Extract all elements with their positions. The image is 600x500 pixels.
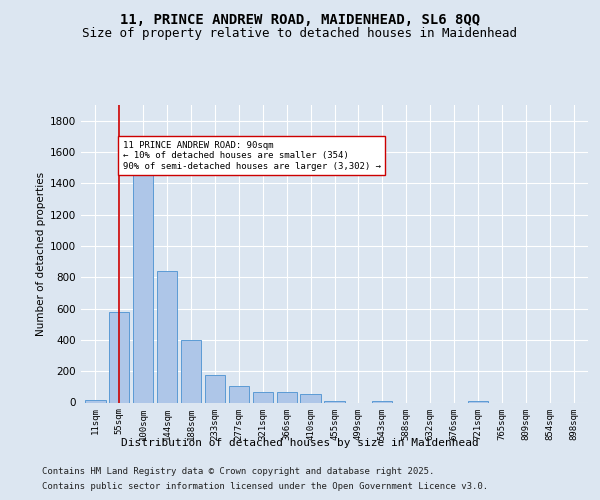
Bar bbox=[325, 401, 344, 402]
Bar bbox=[277, 392, 297, 402]
Text: Contains public sector information licensed under the Open Government Licence v3: Contains public sector information licen… bbox=[42, 482, 488, 491]
Bar bbox=[229, 386, 249, 402]
Text: Contains HM Land Registry data © Crown copyright and database right 2025.: Contains HM Land Registry data © Crown c… bbox=[42, 467, 434, 476]
Text: Distribution of detached houses by size in Maidenhead: Distribution of detached houses by size … bbox=[121, 438, 479, 448]
Bar bbox=[133, 169, 154, 402]
Bar bbox=[85, 400, 106, 402]
Text: 11, PRINCE ANDREW ROAD, MAIDENHEAD, SL6 8QQ: 11, PRINCE ANDREW ROAD, MAIDENHEAD, SL6 … bbox=[120, 12, 480, 26]
Bar bbox=[468, 401, 488, 402]
Y-axis label: Number of detached properties: Number of detached properties bbox=[36, 172, 46, 336]
Bar bbox=[109, 312, 130, 402]
Text: Size of property relative to detached houses in Maidenhead: Size of property relative to detached ho… bbox=[83, 28, 517, 40]
Bar bbox=[372, 401, 392, 402]
Bar bbox=[301, 394, 321, 402]
Text: 11 PRINCE ANDREW ROAD: 90sqm
← 10% of detached houses are smaller (354)
90% of s: 11 PRINCE ANDREW ROAD: 90sqm ← 10% of de… bbox=[123, 141, 381, 171]
Bar bbox=[253, 392, 273, 402]
Bar bbox=[205, 375, 225, 402]
Bar bbox=[157, 271, 177, 402]
Bar bbox=[181, 340, 201, 402]
